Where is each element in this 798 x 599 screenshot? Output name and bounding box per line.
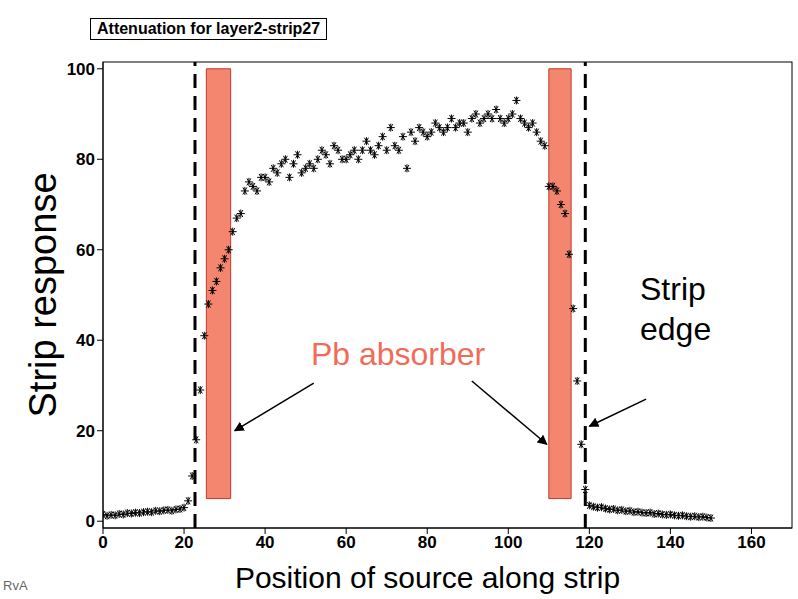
svg-text:80: 80 [76,150,95,169]
svg-text:20: 20 [76,422,95,441]
svg-text:edge: edge [640,311,711,347]
svg-text:20: 20 [175,533,194,552]
svg-text:RvA: RvA [3,578,28,593]
svg-text:Position of source along strip: Position of source along strip [235,561,620,594]
svg-text:40: 40 [256,533,275,552]
svg-text:140: 140 [656,533,684,552]
svg-text:100: 100 [494,533,522,552]
html-text:Attenuation for layer2-strip27: Attenuation for layer2-strip27 [97,20,321,37]
svg-text:160: 160 [737,533,765,552]
svg-text:80: 80 [418,533,437,552]
svg-text:100: 100 [67,60,95,79]
svg-text:Strip: Strip [640,271,706,307]
svg-text:120: 120 [575,533,603,552]
svg-text:0: 0 [86,512,95,531]
svg-text:60: 60 [76,241,95,260]
svg-text:60: 60 [337,533,356,552]
svg-text:Pb absorber: Pb absorber [311,336,486,372]
svg-text:Strip response: Strip response [22,172,64,417]
svg-text:40: 40 [76,331,95,350]
svg-text:0: 0 [98,533,107,552]
